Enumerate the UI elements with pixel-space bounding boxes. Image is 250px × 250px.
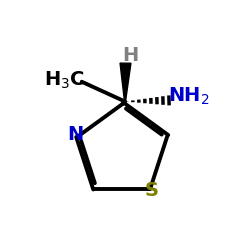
Text: H$_3$C: H$_3$C	[44, 70, 85, 91]
Polygon shape	[120, 63, 131, 102]
Text: S: S	[145, 181, 159, 200]
Text: NH$_2$: NH$_2$	[168, 86, 210, 107]
Text: H: H	[122, 46, 138, 65]
Text: N: N	[67, 125, 83, 144]
